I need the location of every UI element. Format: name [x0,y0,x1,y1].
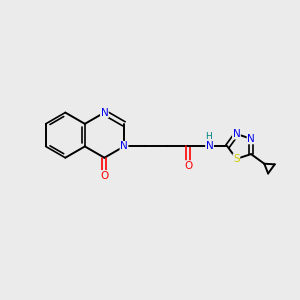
Text: H: H [205,132,212,141]
Text: N: N [120,141,128,152]
Text: N: N [247,134,255,144]
Text: O: O [100,171,109,181]
Text: N: N [206,141,214,152]
Text: O: O [184,161,192,171]
Text: N: N [232,129,240,139]
Text: N: N [100,108,108,118]
Text: S: S [233,154,240,164]
